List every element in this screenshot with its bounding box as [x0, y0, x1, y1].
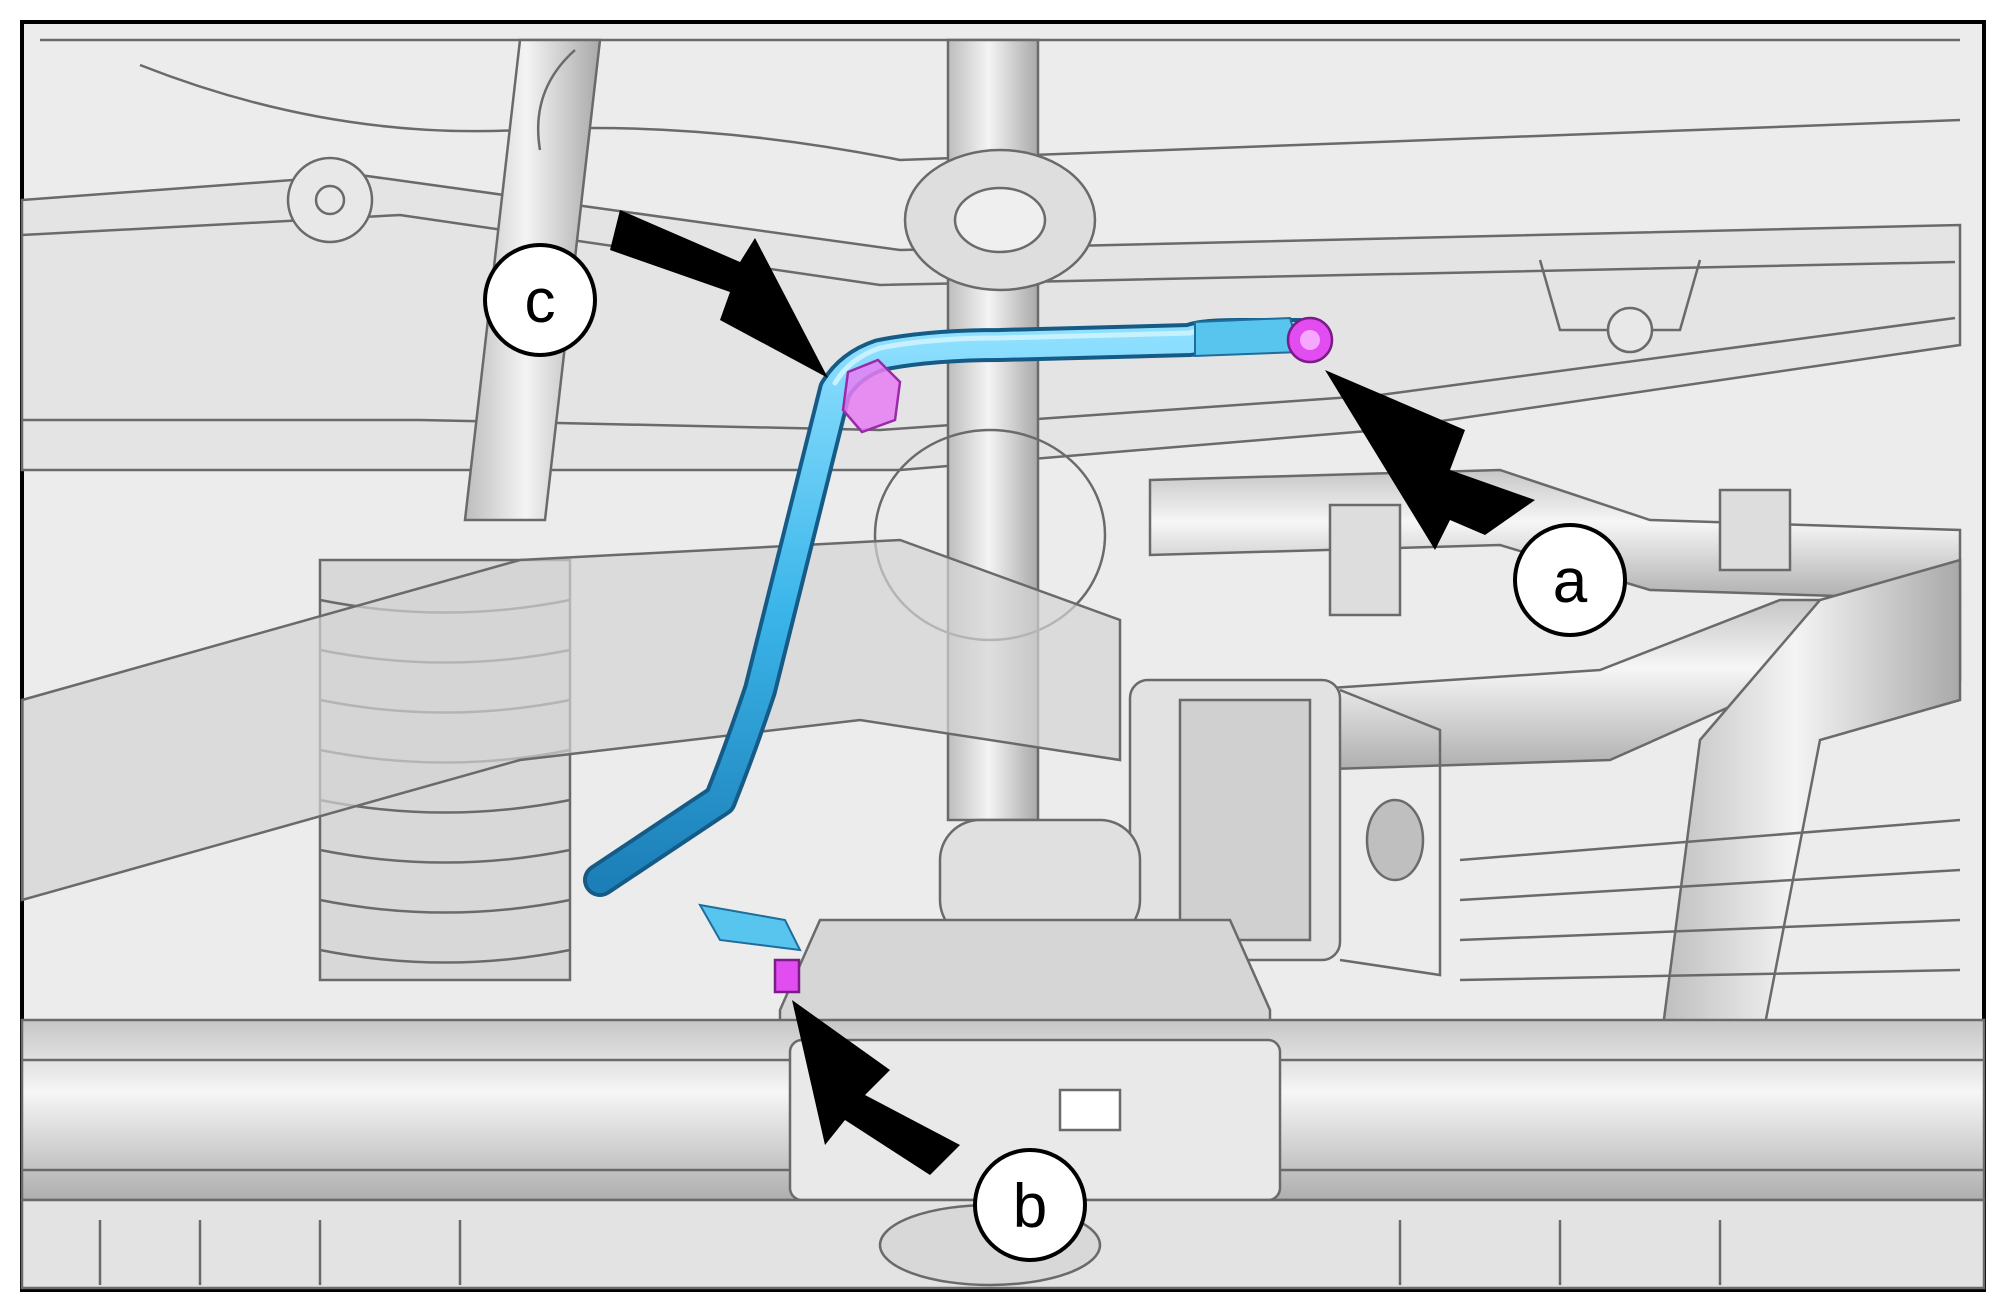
- callout-arrow-c: [610, 210, 828, 378]
- highlighted-hose: [583, 316, 1317, 952]
- lower-arm: [20, 538, 1122, 902]
- callout-b: b: [973, 1148, 1087, 1262]
- callout-a-label: a: [1553, 547, 1588, 616]
- fastener-clip-b: [773, 958, 801, 994]
- fastener-bolt-a: [1286, 316, 1334, 364]
- callout-a: a: [1513, 523, 1627, 637]
- electric-water-pump: [1128, 678, 1442, 977]
- callout-arrow-b: [792, 1000, 960, 1175]
- callout-c: c: [483, 243, 597, 357]
- callout-arrow-a: [1325, 370, 1535, 550]
- fastener-clip-c: [841, 358, 902, 434]
- callout-c-label: c: [525, 267, 556, 336]
- callout-b-label: b: [1013, 1172, 1047, 1241]
